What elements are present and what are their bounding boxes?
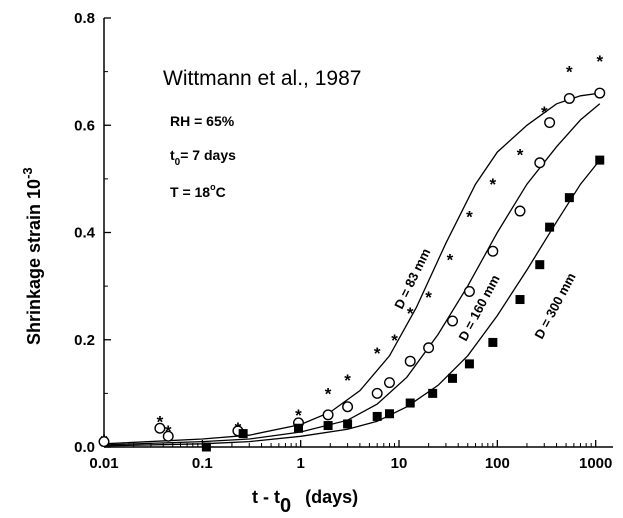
data-point-circle (383, 377, 395, 389)
fitted-curve-series-2 (103, 159, 601, 447)
x-tick-label: 1000 (579, 455, 612, 472)
data-point-square (293, 423, 303, 433)
data-point-circle (563, 92, 575, 104)
data-point-circle (371, 387, 383, 399)
data-point-circle (544, 117, 556, 129)
x-tick-label: 100 (485, 455, 510, 472)
t0-annotation: t0= 7 days (170, 147, 236, 168)
fitted-curves (103, 92, 601, 447)
curve-label-d160: D = 160 mm (455, 272, 502, 343)
data-point-circle (322, 409, 334, 421)
data-point-star: * (447, 250, 454, 269)
data-point-square (201, 442, 211, 452)
data-point-circle (423, 342, 435, 354)
data-point-square (595, 155, 605, 165)
data-point-star: * (407, 304, 414, 323)
data-point-circle (98, 436, 110, 448)
data-point-circle (514, 205, 526, 217)
data-point-star: * (374, 344, 381, 363)
data-point-circle (487, 245, 499, 257)
data-point-circle (404, 355, 416, 367)
data-point-star: * (425, 288, 432, 307)
data-point-square (372, 411, 382, 421)
rh-annotation: RH = 65% (170, 113, 235, 129)
data-point-square (515, 295, 525, 305)
data-point-square (238, 429, 248, 439)
y-tick-label: 0.8 (74, 10, 95, 27)
y-tick-label: 0.6 (74, 117, 95, 134)
y-axis-label: Shrinkage strain 10-3 (20, 167, 44, 345)
chart-title: Wittmann et al., 1987 (163, 67, 361, 90)
data-point-square (323, 421, 333, 431)
data-point-circle (534, 157, 546, 169)
x-tick-label: 1 (297, 455, 305, 472)
data-point-star: * (541, 103, 548, 122)
data-point-square (384, 409, 394, 419)
x-tick-label: 10 (391, 455, 408, 472)
data-point-star: * (466, 207, 473, 226)
y-tick-label: 0.2 (74, 332, 95, 349)
data-point-star: * (566, 63, 573, 82)
x-axis-label: t - t0 (days) (252, 487, 358, 517)
data-point-star: * (596, 52, 603, 71)
fitted-curve-series-0 (103, 92, 600, 445)
temperature-annotation: T = 18oC (170, 182, 226, 200)
data-point-star: * (391, 331, 398, 350)
data-markers: ****************** (98, 52, 606, 452)
y-tick-label: 0.4 (74, 225, 96, 242)
fitted-curve-series-1 (103, 103, 601, 446)
data-point-circle (594, 87, 606, 99)
data-point-star: * (325, 384, 332, 403)
x-tick-label: 0.1 (192, 455, 213, 472)
data-point-square (448, 373, 458, 383)
data-point-star: * (295, 406, 302, 425)
data-point-square (405, 398, 415, 408)
data-point-square (564, 193, 574, 203)
data-point-star: * (490, 175, 497, 194)
data-point-circle (463, 285, 475, 297)
data-point-square (428, 388, 438, 398)
data-point-star: * (344, 371, 351, 390)
data-point-square (535, 260, 545, 270)
data-point-square (488, 337, 498, 347)
data-point-square (343, 419, 353, 429)
y-tick-label: 0.0 (74, 439, 95, 456)
data-point-square (464, 359, 474, 369)
data-point-circle (154, 422, 166, 434)
data-point-square (545, 222, 555, 232)
data-point-star: * (517, 146, 524, 165)
data-point-circle (342, 401, 354, 413)
data-point-star: * (157, 412, 164, 431)
data-point-circle (162, 430, 174, 442)
x-tick-label: 0.01 (89, 455, 118, 472)
curve-label-d300: D = 300 mm (531, 270, 578, 341)
data-point-circle (447, 315, 459, 327)
